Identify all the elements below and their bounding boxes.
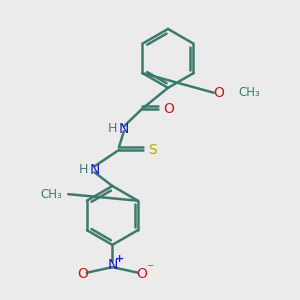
Text: H: H [108, 122, 117, 135]
Text: O: O [136, 267, 147, 281]
Text: CH₃: CH₃ [40, 188, 62, 201]
Text: H: H [79, 163, 88, 176]
Text: S: S [148, 143, 157, 157]
Text: N: N [107, 257, 118, 272]
Text: O: O [163, 102, 174, 116]
Text: O: O [77, 267, 88, 281]
Text: +: + [115, 254, 124, 264]
Text: O: O [213, 86, 224, 100]
Text: CH₃: CH₃ [238, 86, 260, 99]
Text: N: N [118, 122, 129, 136]
Text: ⁻: ⁻ [146, 262, 154, 276]
Text: N: N [89, 163, 100, 177]
